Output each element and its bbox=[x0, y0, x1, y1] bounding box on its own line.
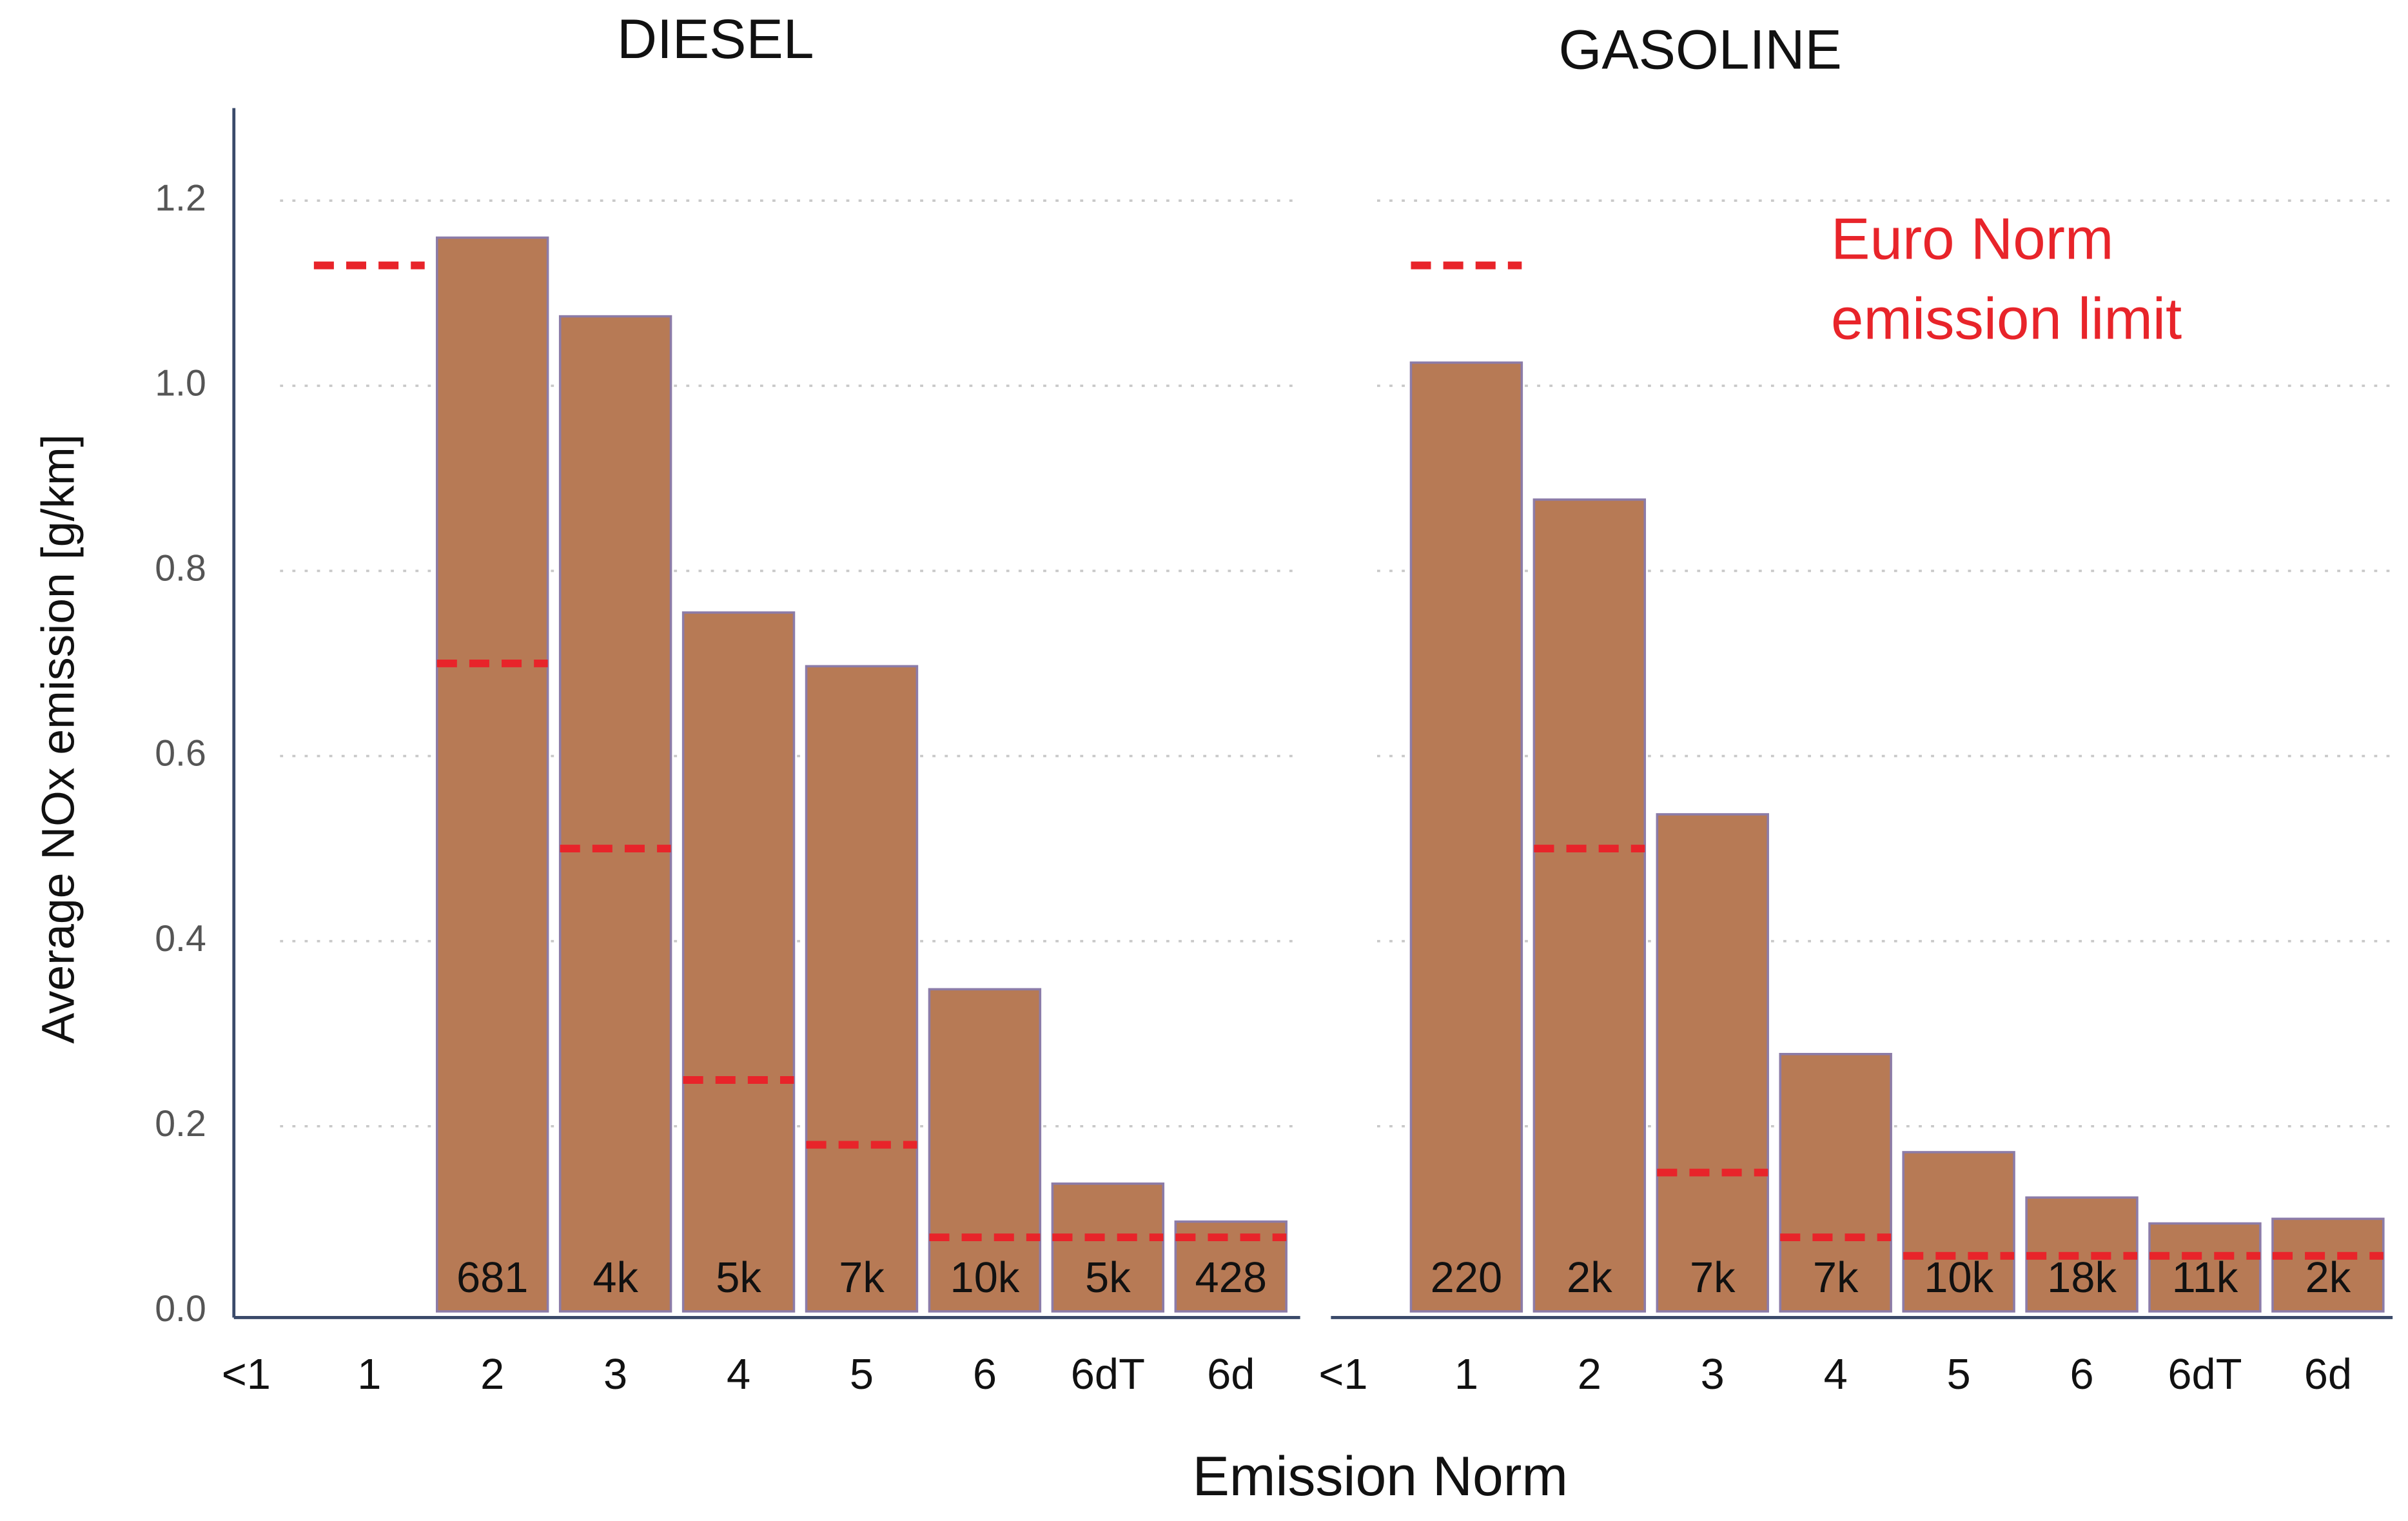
y-axis-title: Average NOx emission [g/km] bbox=[32, 434, 84, 1043]
x-tick-label: 2 bbox=[480, 1351, 504, 1398]
count-label: 2k bbox=[1567, 1254, 1612, 1302]
count-label: 220 bbox=[1431, 1254, 1502, 1302]
y-tick-label: 0.8 bbox=[155, 548, 206, 589]
y-tick-label: 0.4 bbox=[155, 918, 206, 959]
y-tick-label: 0.0 bbox=[155, 1288, 206, 1330]
x-tick-label: 6d bbox=[2304, 1351, 2352, 1398]
count-label: 7k bbox=[1813, 1254, 1859, 1302]
x-tick-label: 6 bbox=[2070, 1351, 2093, 1398]
x-axis-title: Emission Norm bbox=[1193, 1446, 1568, 1507]
y-tick-label: 0.2 bbox=[155, 1103, 206, 1144]
count-label: 11k bbox=[2172, 1254, 2238, 1302]
count-label: 4k bbox=[592, 1254, 638, 1302]
y-tick-label: 1.0 bbox=[155, 362, 206, 404]
bar bbox=[2148, 1222, 2262, 1313]
count-label: 7k bbox=[1690, 1254, 1736, 1302]
x-tick-label: 3 bbox=[603, 1351, 627, 1398]
count-label: 681 bbox=[456, 1254, 528, 1302]
bar bbox=[928, 988, 1042, 1313]
bar bbox=[1656, 813, 1769, 1313]
x-tick-label: 6 bbox=[973, 1351, 997, 1398]
count-label: 10k bbox=[1924, 1254, 1993, 1302]
x-tick-label: 4 bbox=[727, 1351, 750, 1398]
bar bbox=[2271, 1217, 2385, 1313]
count-label: 5k bbox=[716, 1254, 761, 1302]
bar bbox=[681, 611, 796, 1313]
bar bbox=[558, 315, 672, 1313]
count-label: 2k bbox=[2305, 1254, 2351, 1302]
x-tick-label: 6dT bbox=[2168, 1351, 2242, 1398]
bar bbox=[1051, 1182, 1165, 1313]
count-label: 10k bbox=[950, 1254, 1020, 1302]
x-tick-label: 6dT bbox=[1071, 1351, 1145, 1398]
x-tick-label: 5 bbox=[850, 1351, 874, 1398]
x-tick-label: <1 bbox=[222, 1351, 271, 1398]
count-label: 428 bbox=[1195, 1254, 1267, 1302]
count-label: 18k bbox=[2047, 1254, 2117, 1302]
annotation: emission limit bbox=[1831, 287, 2182, 352]
count-label: 7k bbox=[839, 1254, 885, 1302]
bar bbox=[1902, 1151, 2015, 1313]
y-tick-label: 1.2 bbox=[155, 177, 206, 219]
bar bbox=[1532, 498, 1647, 1313]
count-label: 5k bbox=[1085, 1254, 1131, 1302]
x-tick-label: 1 bbox=[357, 1351, 381, 1398]
bar bbox=[435, 236, 549, 1313]
panel-title: DIESEL bbox=[617, 8, 814, 70]
x-tick-label: 1 bbox=[1454, 1351, 1478, 1398]
panel-title: GASOLINE bbox=[1559, 19, 1842, 81]
x-tick-label: 4 bbox=[1824, 1351, 1848, 1398]
annotation: Euro Norm bbox=[1831, 207, 2113, 272]
bar bbox=[1409, 361, 1523, 1313]
y-tick-label: 0.6 bbox=[155, 733, 206, 774]
x-tick-label: <1 bbox=[1318, 1351, 1367, 1398]
x-tick-label: 2 bbox=[1578, 1351, 1601, 1398]
x-tick-label: 5 bbox=[1947, 1351, 1971, 1398]
x-tick-label: 6d bbox=[1207, 1351, 1255, 1398]
x-tick-label: 3 bbox=[1701, 1351, 1725, 1398]
bar bbox=[805, 665, 919, 1313]
bar bbox=[1779, 1053, 1892, 1313]
